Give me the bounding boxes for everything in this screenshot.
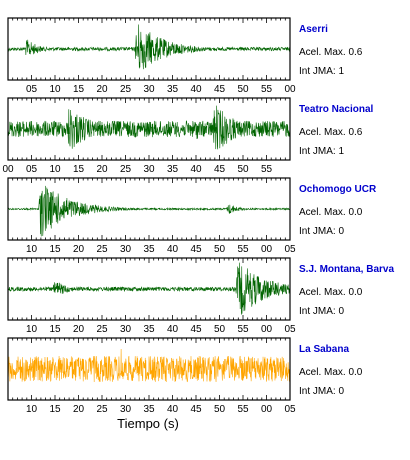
tick-label: 30 [143, 164, 155, 175]
tick-label: 55 [237, 404, 249, 415]
max-acceleration-label: Acel. Max. 0.0 [299, 287, 363, 298]
tick-label: 10 [49, 164, 61, 175]
tick-label: 40 [167, 404, 179, 415]
tick-label: 45 [190, 404, 202, 415]
tick-label: 25 [120, 164, 132, 175]
tick-label: 50 [237, 84, 249, 95]
tick-label: 05 [284, 324, 296, 335]
tick-label: 45 [214, 164, 226, 175]
tick-label: 25 [96, 324, 108, 335]
tick-label: 50 [237, 164, 249, 175]
tick-label: 05 [26, 84, 38, 95]
waveform-trace [7, 262, 291, 315]
tick-label: 45 [190, 324, 202, 335]
tick-label: 00 [261, 404, 273, 415]
waveform-trace [7, 105, 291, 150]
waveform-trace [7, 349, 291, 383]
tick-label: 35 [143, 324, 155, 335]
tick-label: 20 [73, 244, 85, 255]
max-acceleration-label: Acel. Max. 0.0 [299, 207, 363, 218]
tick-label: 45 [214, 84, 226, 95]
tick-label: 45 [190, 244, 202, 255]
tick-label: 35 [143, 244, 155, 255]
waveform-trace [7, 185, 291, 237]
tick-label: 20 [96, 164, 108, 175]
tick-label: 25 [120, 84, 132, 95]
tick-label: 30 [120, 324, 132, 335]
tick-label: 50 [214, 324, 226, 335]
tick-label: 10 [26, 244, 38, 255]
tick-label: 50 [214, 404, 226, 415]
station-name: Aserri [299, 24, 328, 35]
tick-label: 00 [2, 164, 14, 175]
station-name: Ochomogo UCR [299, 184, 377, 195]
tick-label: 30 [143, 84, 155, 95]
tick-label: 35 [167, 164, 179, 175]
tick-label: 15 [73, 164, 85, 175]
tick-label: 20 [96, 84, 108, 95]
jma-intensity-label: Int JMA: 0 [299, 226, 344, 237]
tick-label: 15 [49, 404, 61, 415]
waveform-trace [7, 24, 291, 70]
tick-label: 10 [26, 324, 38, 335]
max-acceleration-label: Acel. Max. 0.0 [299, 367, 363, 378]
tick-label: 05 [284, 244, 296, 255]
tick-label: 40 [190, 164, 202, 175]
station-name: S.J. Montana, Barva [299, 264, 394, 275]
tick-label: 10 [26, 404, 38, 415]
tick-label: 55 [261, 164, 273, 175]
jma-intensity-label: Int JMA: 1 [299, 146, 344, 157]
jma-intensity-label: Int JMA: 1 [299, 66, 344, 77]
jma-intensity-label: Int JMA: 0 [299, 386, 344, 397]
tick-label: 55 [237, 324, 249, 335]
tick-label: 00 [261, 244, 273, 255]
tick-label: 05 [284, 404, 296, 415]
max-acceleration-label: Acel. Max. 0.6 [299, 47, 363, 58]
tick-label: 55 [237, 244, 249, 255]
tick-label: 00 [284, 84, 296, 95]
tick-label: 15 [49, 324, 61, 335]
max-acceleration-label: Acel. Max. 0.6 [299, 127, 363, 138]
tick-label: 25 [96, 404, 108, 415]
tick-label: 35 [143, 404, 155, 415]
station-name: La Sabana [299, 344, 349, 355]
tick-label: 40 [167, 244, 179, 255]
tick-label: 10 [49, 84, 61, 95]
x-axis-label: Tiempo (s) [117, 416, 179, 431]
tick-label: 05 [26, 164, 38, 175]
tick-label: 50 [214, 244, 226, 255]
tick-label: 55 [261, 84, 273, 95]
tick-label: 00 [261, 324, 273, 335]
tick-label: 35 [167, 84, 179, 95]
jma-intensity-label: Int JMA: 0 [299, 306, 344, 317]
tick-label: 20 [73, 324, 85, 335]
tick-label: 15 [73, 84, 85, 95]
tick-label: 25 [96, 244, 108, 255]
tick-label: 30 [120, 244, 132, 255]
tick-label: 15 [49, 244, 61, 255]
tick-label: 30 [120, 404, 132, 415]
panels-group: 05 10 15 20 25 30 35 40 45 50 55 00 Aserri Acel. Max.… [2, 17, 394, 415]
tick-label: 20 [73, 404, 85, 415]
station-name: Teatro Nacional [299, 104, 373, 115]
tick-label: 40 [167, 324, 179, 335]
tick-label: 40 [190, 84, 202, 95]
